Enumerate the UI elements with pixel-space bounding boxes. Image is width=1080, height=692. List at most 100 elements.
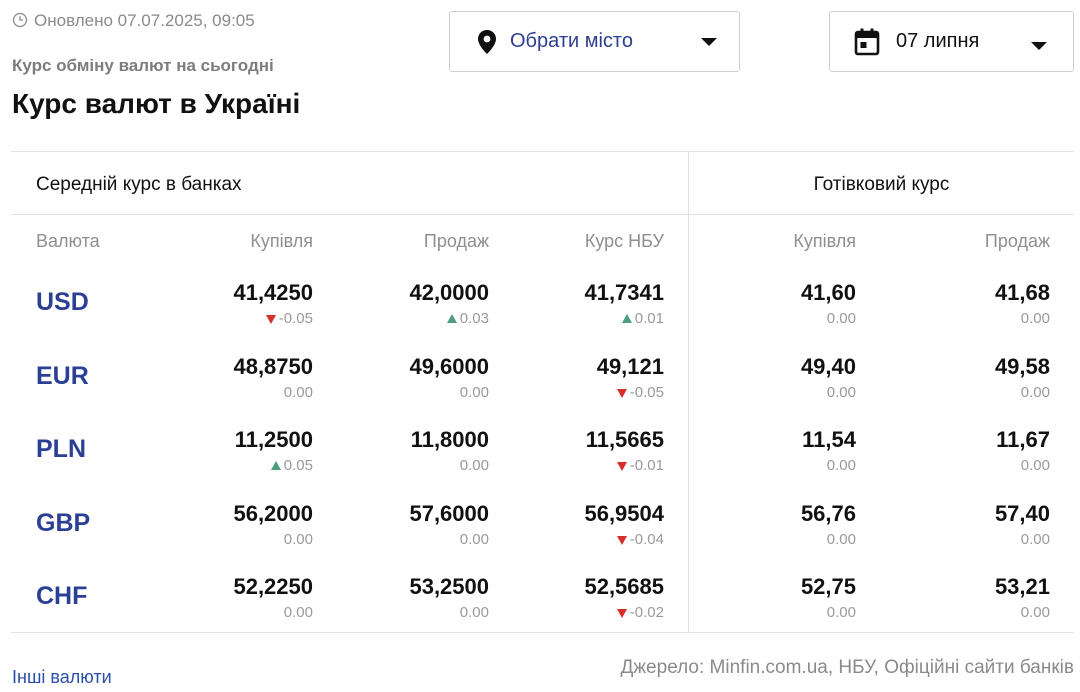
column-header-buy: Купівля [250,231,313,251]
column-divider [688,152,689,633]
sell-value: 53,2500 [409,574,489,599]
cash-buy-value: 56,76 [800,500,856,526]
cash-buy-change: 0.00 [827,531,856,548]
buy-change: 0.00 [284,604,313,621]
change-text: 0.00 [283,604,313,621]
change-text: 0.00 [459,383,489,401]
trend-up-icon [446,314,457,323]
cash-sell-value: 57,40 [994,500,1050,526]
cash-sell-change: 0.00 [1021,604,1050,621]
cash-buy-value: 52,75 [800,574,856,599]
sell-change: 0.00 [460,457,489,474]
date-select-label: 07 липня [896,30,980,52]
trend-down-icon [265,315,276,324]
column-header-nbu: Курс НБУ [584,231,664,251]
currency-code-link[interactable]: USD [36,288,89,316]
nbu-change: -0.01 [616,457,664,474]
cash-buy-change: 0.00 [827,384,856,401]
sell-value: 49,6000 [409,353,489,379]
change-text: 0.00 [1020,530,1050,548]
cash-buy-change: 0.00 [827,604,856,621]
sell-value: 11,8000 [410,427,489,452]
calendar-icon [854,28,880,55]
buy-value: 41,4250 [233,280,313,305]
date-select[interactable]: 07 липня [829,11,1074,72]
map-pin-icon [474,29,500,55]
nbu-value: 56,9504 [584,500,664,526]
change-text: 0.00 [826,457,856,474]
nbu-change: -0.04 [616,530,664,548]
nbu-value: 11,5665 [585,427,664,452]
table-group-header: Середній курс в банках Готівковий курс [11,152,1074,215]
currency-code-link[interactable]: CHF [36,582,88,610]
cash-buy-change: 0.00 [827,310,856,327]
change-text: 0.00 [1020,604,1050,621]
change-text: 0.00 [826,310,856,327]
change-text: 0.00 [1020,383,1050,401]
cash-sell-change: 0.00 [1021,531,1050,548]
page-subtitle: Курс обміну валют на сьогодні [12,56,274,75]
change-text: 0.00 [1020,310,1050,327]
cash-sell-change: 0.00 [1021,310,1050,327]
change-text: 0.00 [826,530,856,548]
city-select-label: Обрати місто [510,30,633,52]
cash-sell-value: 49,58 [994,353,1050,379]
updated-timestamp: Оновлено 07.07.2025, 09:05 [12,11,255,31]
column-header-cash-sell: Продаж [984,231,1050,251]
chevron-down-icon [1031,42,1047,50]
buy-value: 52,2250 [233,574,313,599]
currency-code-link[interactable]: PLN [36,435,86,463]
table-row: CHF 52,2250 0.00 53,2500 0.00 52,5685 -0.02 52,… [11,572,1074,645]
chevron-down-icon [701,38,717,46]
table-row: GBP 56,2000 0.00 57,6000 0.00 56,9504 -0.04 56,… [11,499,1074,572]
column-header-sell: Продаж [423,231,489,251]
sell-change: 0.00 [460,604,489,621]
change-text: 0.01 [634,310,664,327]
trend-up-icon [621,314,632,323]
change-text: -0.04 [629,530,664,548]
sell-value: 57,6000 [409,500,489,526]
page-title: Курс валют в Україні [12,88,301,119]
cash-buy-value: 41,60 [800,280,856,305]
cash-buy-value: 49,40 [800,353,856,379]
currency-code-link[interactable]: GBP [36,508,91,537]
buy-value: 48,8750 [233,353,313,379]
change-text: 0.00 [459,530,489,548]
source-note: Джерело: Minfin.com.ua, НБУ, Офіційні са… [620,657,1074,678]
change-text: 0.00 [283,530,313,548]
nbu-change: -0.02 [616,604,664,621]
buy-value: 56,2000 [233,500,313,526]
table-row: EUR 48,8750 0.00 49,6000 0.00 49,121 -0.05 49,4… [11,352,1074,425]
clock-icon [12,12,28,28]
trend-down-icon [616,388,627,398]
table-row: PLN 11,2500 0.05 11,8000 0.00 11,5665 -0.01 11,… [11,425,1074,498]
buy-change: 0.05 [270,457,313,474]
trend-down-icon [616,535,627,545]
sell-change: 0.00 [460,531,489,548]
other-currencies-link[interactable]: Інші валюти [12,667,112,687]
buy-change: 0.00 [284,384,313,401]
nbu-value: 52,5685 [584,574,664,599]
cash-buy-value: 11,54 [802,427,856,452]
buy-value: 11,2500 [234,427,313,452]
sell-change: 0.03 [446,310,489,327]
change-text: 0.03 [459,310,489,327]
nbu-change: -0.05 [616,384,664,401]
nbu-value: 49,121 [596,353,664,379]
trend-down-icon [616,609,627,618]
trend-down-icon [616,462,627,471]
city-select[interactable]: Обрати місто [449,11,740,72]
cash-sell-change: 0.00 [1021,457,1050,474]
change-text: 0.00 [459,457,489,474]
currency-code-link[interactable]: EUR [36,361,89,390]
sell-value: 42,0000 [409,280,489,305]
trend-up-icon [270,461,281,470]
cash-sell-change: 0.00 [1021,384,1050,401]
cash-sell-value: 41,68 [994,280,1050,305]
cash-sell-value: 53,21 [994,574,1050,599]
table-row: USD 41,4250 -0.05 42,0000 0.03 41,7341 0.01 41,… [11,278,1074,351]
nbu-value: 41,7341 [584,280,664,305]
updated-text: Оновлено 07.07.2025, 09:05 [34,11,255,30]
group-header-cash-rate: Готівковий курс [813,174,950,195]
